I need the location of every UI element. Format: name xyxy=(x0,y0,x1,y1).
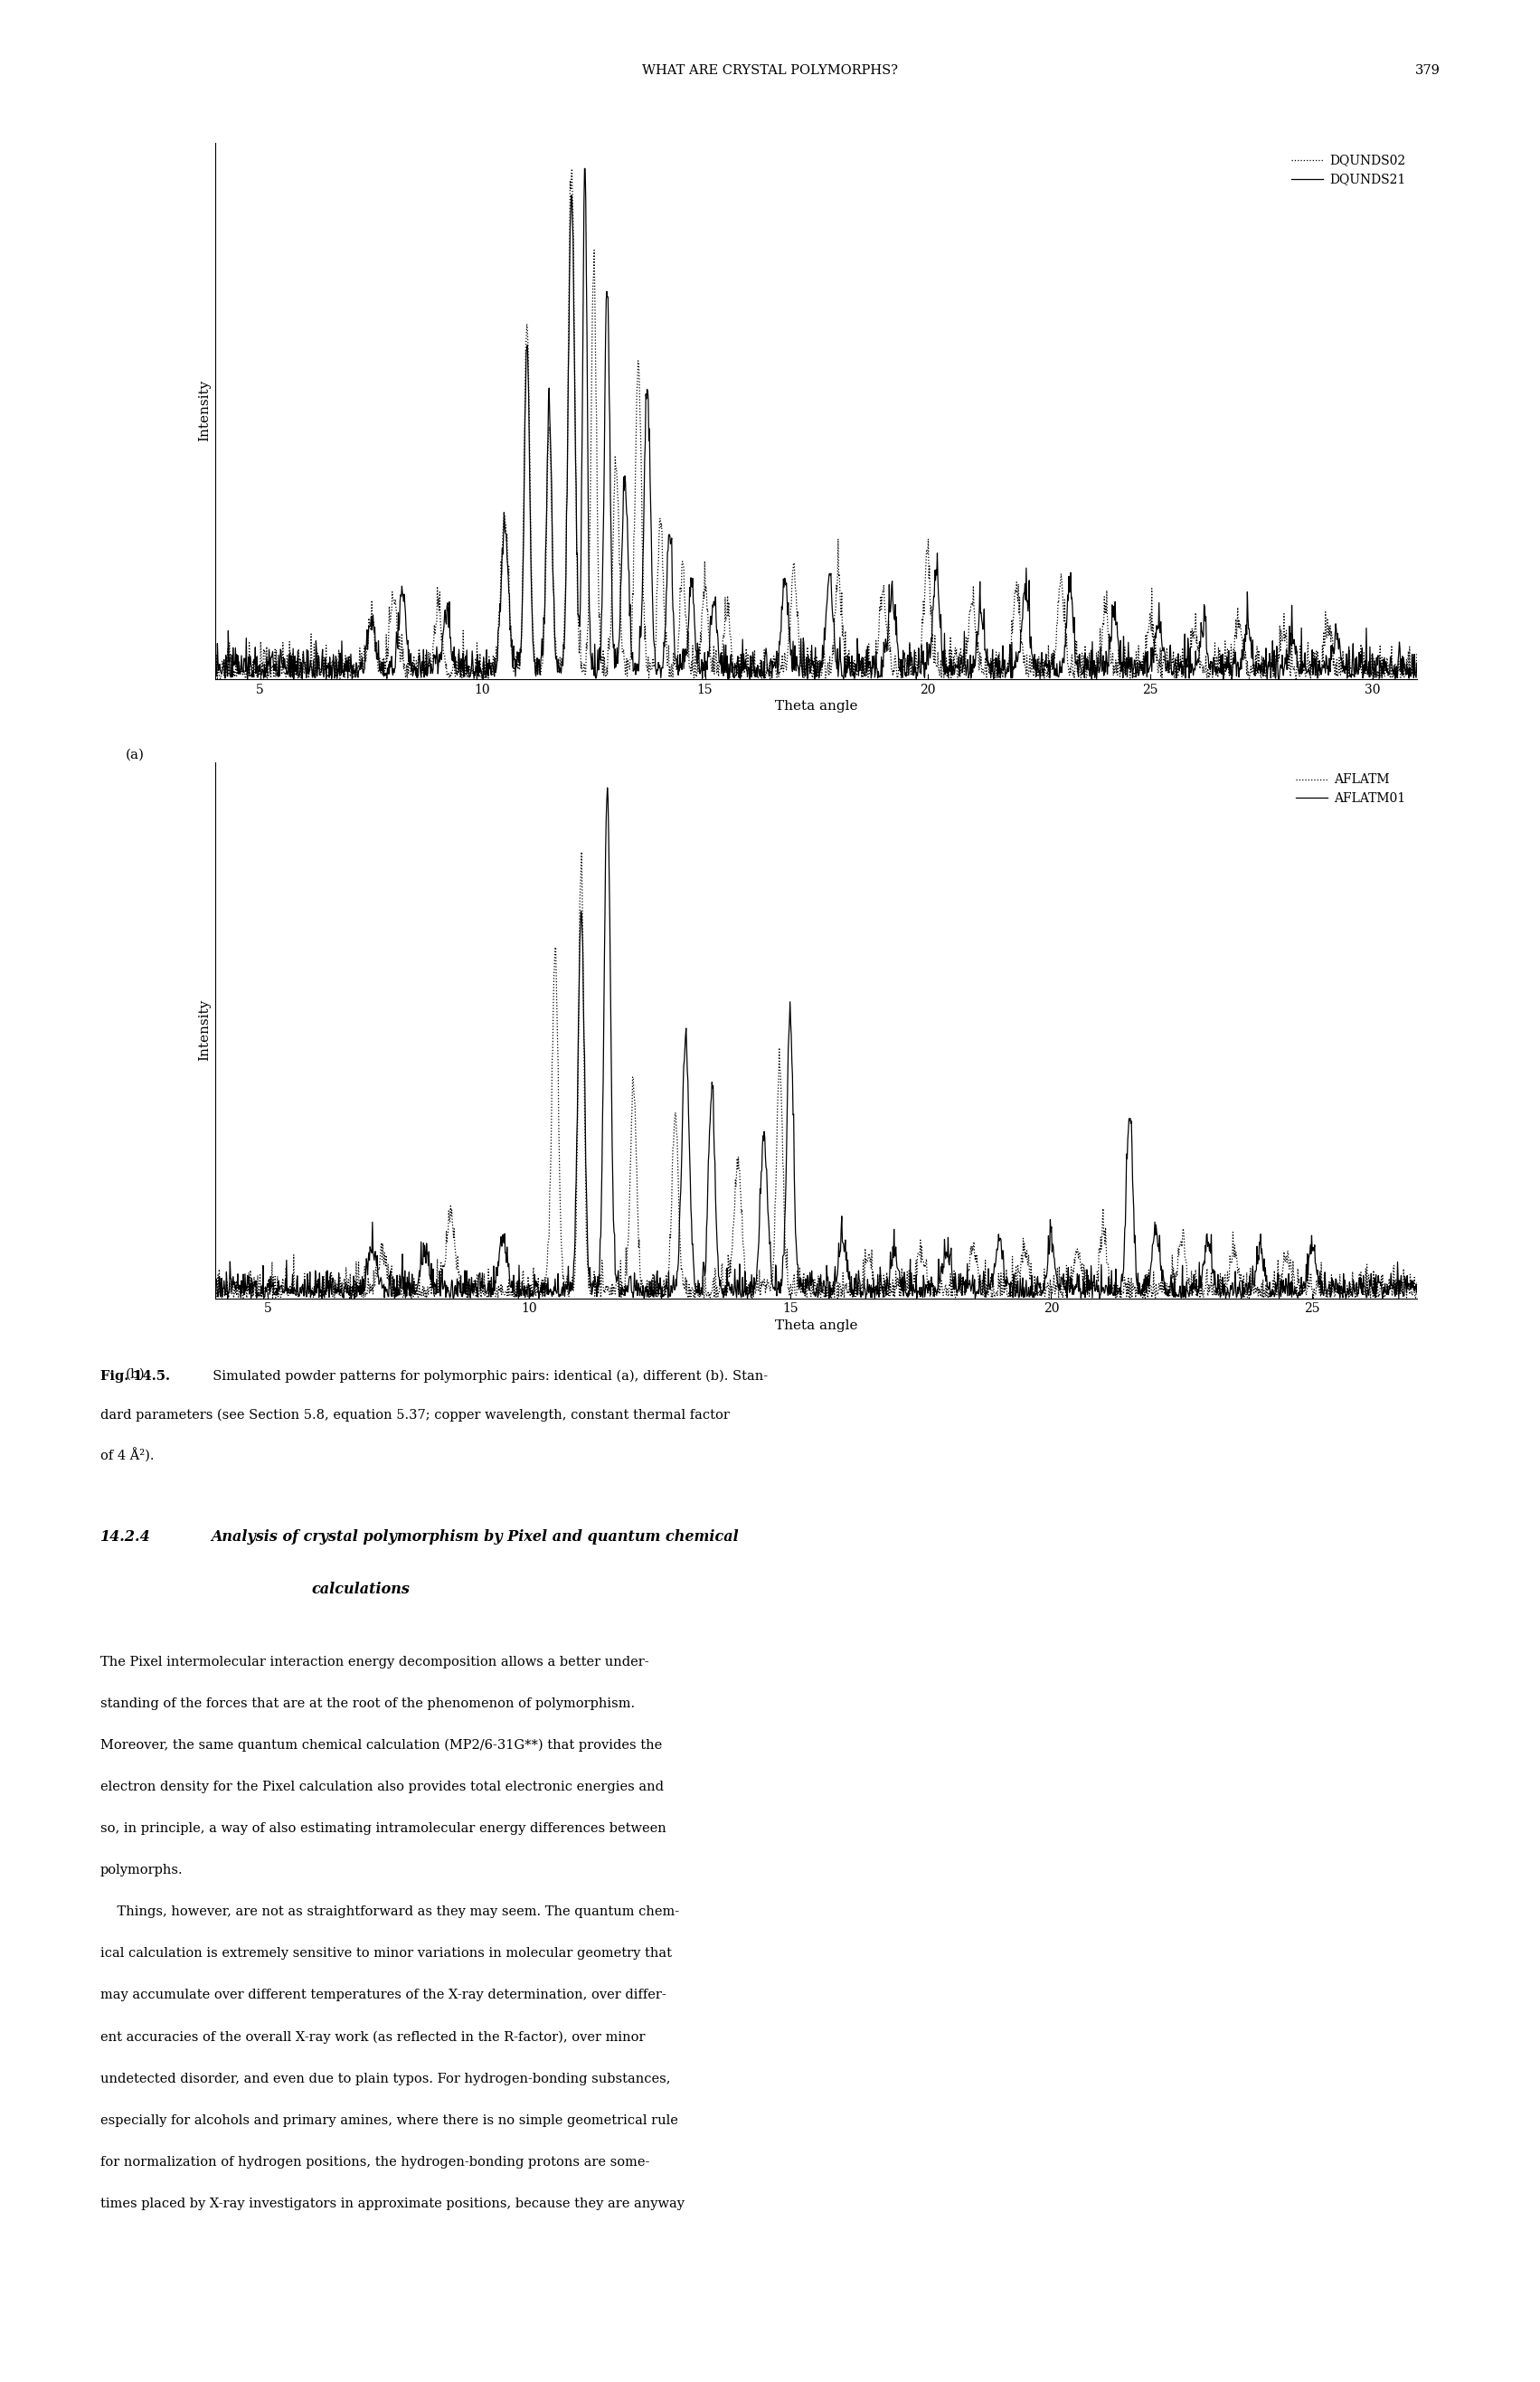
Text: for normalization of hydrogen positions, the hydrogen-bonding protons are some-: for normalization of hydrogen positions,… xyxy=(100,2156,650,2168)
Text: electron density for the Pixel calculation also provides total electronic energi: electron density for the Pixel calculati… xyxy=(100,1782,664,1794)
Text: ical calculation is extremely sensitive to minor variations in molecular geometr: ical calculation is extremely sensitive … xyxy=(100,1948,671,1960)
AFLATM01 xyxy=(653,1284,671,1312)
X-axis label: Theta angle: Theta angle xyxy=(775,1320,858,1332)
AFLATM xyxy=(1408,1267,1426,1296)
Text: Things, however, are not as straightforward as they may seem. The quantum chem-: Things, however, are not as straightforw… xyxy=(100,1906,679,1918)
Text: may accumulate over different temperatures of the X-ray determination, over diff: may accumulate over different temperatur… xyxy=(100,1989,665,2001)
AFLATM01 xyxy=(1153,1255,1172,1284)
DQUNDS02 xyxy=(759,657,778,686)
DQUNDS02 xyxy=(1153,650,1172,679)
Text: (a): (a) xyxy=(126,748,145,762)
Text: Analysis of crystal polymorphism by Pixel and quantum chemical: Analysis of crystal polymorphism by Pixe… xyxy=(211,1529,739,1544)
Text: times placed by X-ray investigators in approximate positions, because they are a: times placed by X-ray investigators in a… xyxy=(100,2199,684,2210)
Text: so, in principle, a way of also estimating intramolecular energy differences bet: so, in principle, a way of also estimati… xyxy=(100,1822,665,1834)
AFLATM xyxy=(792,1270,810,1298)
AFLATM01 xyxy=(206,1267,225,1296)
Text: Fig. 14.5.: Fig. 14.5. xyxy=(100,1370,169,1382)
AFLATM01 xyxy=(1374,1284,1392,1312)
DQUNDS02 xyxy=(268,650,286,679)
DQUNDS02 xyxy=(792,643,810,672)
AFLATM xyxy=(206,1277,225,1305)
Text: 379: 379 xyxy=(1415,64,1440,76)
AFLATM xyxy=(1374,1274,1392,1303)
AFLATM01 xyxy=(268,1274,286,1303)
X-axis label: Theta angle: Theta angle xyxy=(775,700,858,712)
Text: polymorphs.: polymorphs. xyxy=(100,1863,183,1877)
Text: calculations: calculations xyxy=(311,1582,410,1596)
Text: especially for alcohols and primary amines, where there is no simple geometrical: especially for alcohols and primary amin… xyxy=(100,2115,678,2127)
DQUNDS21 xyxy=(576,155,594,183)
DQUNDS02 xyxy=(206,646,225,674)
DQUNDS21 xyxy=(759,662,778,691)
AFLATM01 xyxy=(1408,1279,1426,1308)
Line: DQUNDS02: DQUNDS02 xyxy=(216,169,1417,679)
Line: DQUNDS21: DQUNDS21 xyxy=(216,169,1417,679)
DQUNDS02 xyxy=(939,665,958,693)
DQUNDS21 xyxy=(1374,653,1392,681)
Line: AFLATM01: AFLATM01 xyxy=(216,788,1417,1298)
Text: standing of the forces that are at the root of the phenomenon of polymorphism.: standing of the forces that are at the r… xyxy=(100,1696,634,1710)
AFLATM xyxy=(1255,1284,1274,1312)
AFLATM xyxy=(1153,1277,1172,1305)
Text: Simulated powder patterns for polymorphic pairs: identical (a), different (b). S: Simulated powder patterns for polymorphi… xyxy=(205,1370,768,1382)
AFLATM xyxy=(1374,1260,1392,1289)
DQUNDS21 xyxy=(206,650,225,679)
Text: 14.2.4: 14.2.4 xyxy=(100,1529,151,1544)
DQUNDS21 xyxy=(268,660,286,688)
DQUNDS21 xyxy=(1153,636,1172,665)
Legend: DQUNDS02, DQUNDS21: DQUNDS02, DQUNDS21 xyxy=(1286,150,1411,191)
Legend: AFLATM, AFLATM01: AFLATM, AFLATM01 xyxy=(1291,769,1411,810)
AFLATM01 xyxy=(598,774,616,803)
Line: AFLATM: AFLATM xyxy=(216,853,1417,1298)
DQUNDS02 xyxy=(1408,638,1426,667)
AFLATM01 xyxy=(759,1215,778,1243)
DQUNDS21 xyxy=(1408,648,1426,676)
Text: WHAT ARE CRYSTAL POLYMORPHS?: WHAT ARE CRYSTAL POLYMORPHS? xyxy=(642,64,898,76)
DQUNDS21 xyxy=(792,624,810,653)
DQUNDS21 xyxy=(1374,646,1392,674)
Y-axis label: Intensity: Intensity xyxy=(199,1000,211,1060)
DQUNDS02 xyxy=(562,155,581,183)
Text: ent accuracies of the overall X-ray work (as reflected in the R-factor), over mi: ent accuracies of the overall X-ray work… xyxy=(100,2029,645,2044)
Y-axis label: Intensity: Intensity xyxy=(199,381,211,441)
AFLATM xyxy=(759,1267,778,1296)
Text: of 4 Å²).: of 4 Å²). xyxy=(100,1448,154,1463)
Text: Moreover, the same quantum chemical calculation (MP2/6-31G**) that provides the: Moreover, the same quantum chemical calc… xyxy=(100,1739,662,1751)
Text: dard parameters (see Section 5.8, equation 5.37; copper wavelength, constant the: dard parameters (see Section 5.8, equati… xyxy=(100,1408,730,1422)
Text: undetected disorder, and even due to plain typos. For hydrogen-bonding substance: undetected disorder, and even due to pla… xyxy=(100,2072,670,2084)
Text: (b): (b) xyxy=(126,1367,145,1382)
DQUNDS02 xyxy=(1374,660,1392,688)
DQUNDS21 xyxy=(239,665,257,693)
AFLATM xyxy=(268,1282,286,1310)
AFLATM01 xyxy=(1374,1279,1392,1308)
AFLATM01 xyxy=(792,1265,810,1293)
DQUNDS02 xyxy=(1374,650,1392,679)
AFLATM xyxy=(573,838,591,867)
Text: The Pixel intermolecular interaction energy decomposition allows a better under-: The Pixel intermolecular interaction ene… xyxy=(100,1655,648,1667)
